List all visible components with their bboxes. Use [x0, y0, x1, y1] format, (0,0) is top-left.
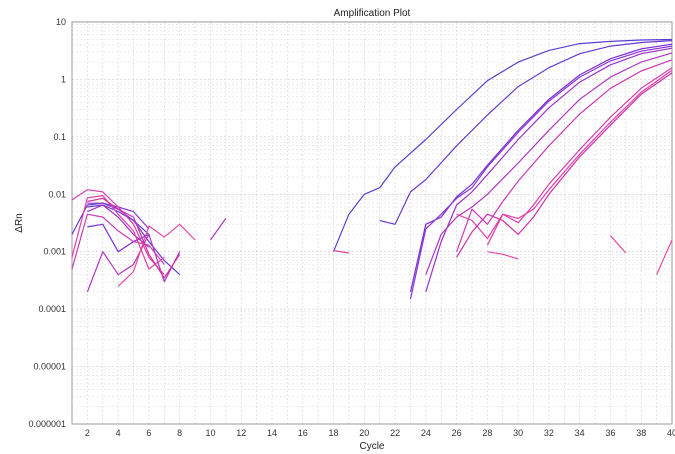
- x-tick-label: 30: [513, 428, 523, 438]
- chart-title: Amplification Plot: [334, 8, 411, 19]
- y-axis-label: ΔRn: [14, 213, 25, 232]
- y-tick-label: 0.001: [43, 247, 66, 257]
- grid: [71, 22, 673, 425]
- x-tick-label: 6: [146, 428, 151, 438]
- series-10-line-segment-4: [656, 239, 673, 275]
- x-axis-label: Cycle: [359, 441, 384, 452]
- x-tick-label: 32: [544, 428, 554, 438]
- series-4-line-segment-2: [409, 45, 673, 300]
- series-8-line-segment-1: [71, 189, 165, 275]
- y-axis-ticks: 10 1 0.1 0.01 0.001 0.0001 0.00001 0.000001: [28, 17, 66, 429]
- x-tick-label: 22: [390, 428, 400, 438]
- x-tick-label: 18: [329, 428, 339, 438]
- series-6-line-segment-3: [425, 52, 673, 275]
- series-9-line-segment-3: [456, 69, 673, 240]
- x-axis-ticks: 2 4 6 8 10 12 14 16 18 20 22 24 26 28 30 32 34 36 38 40: [85, 428, 675, 438]
- x-tick-label: 40: [667, 428, 675, 438]
- series-6-line-segment-2: [210, 218, 227, 241]
- series-3-line-segment-2: [409, 43, 673, 293]
- series-7-line-segment-1: [71, 213, 165, 270]
- x-tick-label: 36: [605, 428, 615, 438]
- series-10-line-segment-2: [487, 251, 519, 260]
- x-tick-label: 2: [85, 428, 90, 438]
- series-6-line-segment-1: [86, 233, 181, 293]
- y-tick-label: 0.01: [48, 189, 66, 199]
- x-tick-label: 24: [421, 428, 431, 438]
- series-11-line-segment-2: [456, 72, 673, 258]
- x-tick-label: 34: [575, 428, 585, 438]
- y-tick-label: 0.00001: [33, 362, 66, 372]
- series-10-line-segment-3: [610, 235, 627, 254]
- x-tick-label: 10: [205, 428, 215, 438]
- y-tick-label: 0.1: [53, 132, 66, 142]
- x-tick-label: 20: [359, 428, 369, 438]
- x-tick-label: 4: [116, 428, 121, 438]
- series-group: [71, 38, 673, 300]
- y-tick-label: 0.0001: [38, 304, 66, 314]
- y-tick-label: 1: [61, 74, 66, 84]
- series-7-line-segment-2: [456, 59, 673, 252]
- series-8-line-segment-2: [486, 67, 673, 246]
- plot-area: [71, 21, 673, 425]
- x-tick-label: 26: [452, 428, 462, 438]
- x-tick-label: 28: [482, 428, 492, 438]
- x-tick-label: 16: [298, 428, 308, 438]
- series-5-line-segment-2: [425, 47, 673, 293]
- series-2-line-segment-2: [379, 40, 673, 225]
- series-11-line-segment-1: [87, 197, 181, 279]
- x-tick-label: 38: [636, 428, 646, 438]
- series-10-line-segment-1: [117, 223, 196, 287]
- y-tick-label: 0.000001: [28, 419, 66, 429]
- series-9-line-segment-1: [71, 195, 165, 270]
- y-tick-label: 10: [56, 17, 66, 27]
- x-tick-label: 8: [177, 428, 182, 438]
- series-9-line-segment-2: [333, 249, 349, 254]
- x-tick-label: 14: [267, 428, 277, 438]
- series-5-line-segment-1: [87, 204, 150, 248]
- series-1-line-segment-2: [332, 38, 673, 252]
- x-tick-label: 12: [236, 428, 246, 438]
